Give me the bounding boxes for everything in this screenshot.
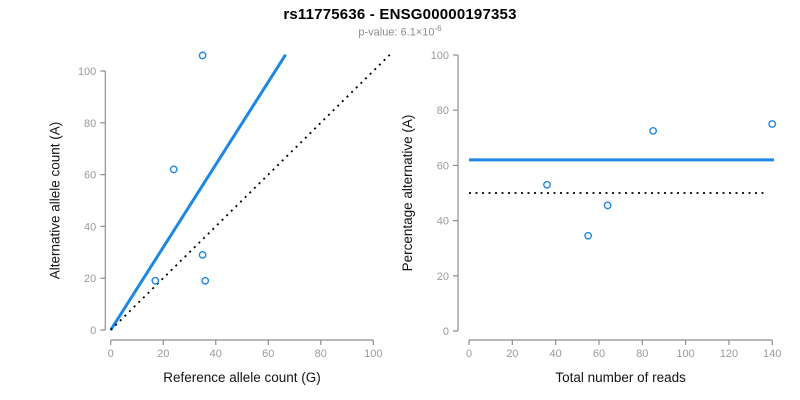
left-x-tick-label: 100 — [364, 348, 382, 360]
left-x-tick-label: 60 — [262, 348, 274, 360]
left-fit-line — [109, 53, 287, 331]
right-y-axis-title: Percentage alternative (A) — [400, 115, 415, 272]
left-data-point — [198, 250, 207, 259]
right-y-tick-label: 60 — [437, 160, 449, 172]
left-y-tick-label: 80 — [84, 118, 96, 130]
left-x-tick-label: 20 — [157, 348, 169, 360]
right-data-point — [603, 201, 612, 210]
right-data-point — [768, 120, 777, 128]
left-y-tick-label: 20 — [84, 273, 96, 285]
right-x-tick-label: 20 — [506, 348, 518, 360]
right-data-point — [584, 231, 593, 240]
left-y-tick-label: 40 — [84, 221, 96, 233]
left-y-tick-label: 60 — [84, 170, 96, 182]
right-y-tick-label: 0 — [443, 326, 449, 338]
right-data-point — [543, 180, 551, 189]
right-y-tick-label: 20 — [437, 271, 449, 283]
right-data-point — [649, 126, 658, 135]
left-data-point — [169, 165, 178, 174]
right-x-tick-label: 80 — [636, 348, 648, 360]
left-identity-line — [110, 53, 392, 331]
page-title: rs11775636 - ENSG00000197353 — [283, 6, 517, 23]
right-y-tick-label: 80 — [437, 105, 449, 117]
right-x-axis-title: Total number of reads — [555, 370, 686, 385]
left-data-point — [151, 276, 160, 285]
right-x-tick-label: 120 — [720, 348, 738, 360]
right-x-tick-label: 40 — [550, 348, 562, 360]
left-data-point — [198, 51, 207, 60]
right-x-tick-label: 60 — [593, 348, 605, 360]
left-x-axis-title: Reference allele count (G) — [163, 370, 321, 385]
left-x-tick-label: 80 — [315, 348, 327, 360]
right-x-tick-label: 100 — [676, 348, 694, 360]
left-y-tick-label: 0 — [90, 325, 96, 337]
pvalue-subtitle: p-value: 6.1×10-6 — [0, 24, 800, 39]
left-y-tick-label: 100 — [78, 66, 96, 78]
right-x-tick-label: 140 — [763, 348, 781, 360]
left-data-point — [201, 276, 210, 285]
right-y-tick-label: 100 — [431, 50, 449, 62]
right-y-tick-label: 40 — [437, 216, 449, 228]
left-y-axis-title: Alternative allele count (A) — [47, 122, 62, 280]
pvalue-exponent: -6 — [434, 24, 442, 33]
left-x-tick-label: 0 — [108, 348, 114, 360]
left-x-tick-label: 40 — [210, 348, 222, 360]
pvalue-text: p-value: 6.1×10 — [358, 26, 435, 39]
right-x-tick-label: 0 — [466, 348, 472, 360]
